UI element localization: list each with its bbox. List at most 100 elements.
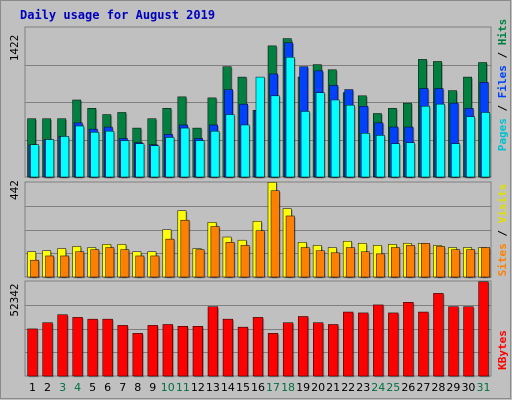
sites-bar (135, 255, 145, 278)
pages-bar (375, 135, 385, 178)
x-tick-label: 3 (59, 381, 66, 394)
x-tick-label: 30 (461, 381, 475, 394)
middle-ymax-label: 442 (8, 180, 21, 200)
sites-bar (225, 242, 235, 278)
x-tick-label: 24 (371, 381, 385, 394)
pages-bar (90, 131, 100, 178)
kbytes-bar (117, 325, 128, 377)
pages-bar (240, 124, 250, 178)
kbytes-bar (388, 312, 399, 377)
legend-sites: Sites (496, 243, 509, 276)
sites-bar (451, 249, 460, 278)
pages-bar (255, 76, 265, 178)
pages-bar (421, 105, 430, 178)
legend-separator: / (496, 45, 509, 65)
pages-bar (436, 103, 445, 178)
legend-separator: / (496, 223, 509, 243)
pages-bar (135, 143, 145, 178)
sites-bar (391, 247, 400, 278)
kbytes-bar (177, 326, 188, 377)
sites-bar (255, 230, 265, 278)
legend-bottom: KBytes (496, 330, 509, 370)
sites-bar (360, 251, 370, 278)
pages-bar (75, 125, 85, 178)
pages-bar (270, 95, 280, 178)
x-tick-label: 31 (476, 381, 490, 394)
pages-bar (105, 130, 115, 178)
kbytes-bar (358, 312, 369, 377)
sites-bar (60, 255, 70, 278)
kbytes-bar (237, 326, 249, 377)
kbytes-bar (207, 306, 219, 377)
x-tick-label: 22 (341, 381, 355, 394)
kbytes-bar (102, 318, 113, 377)
kbytes-bar (57, 314, 68, 377)
kbytes-bar (328, 324, 339, 377)
sites-bar (315, 250, 325, 278)
x-tick-label: 8 (134, 381, 141, 394)
pages-bar (150, 145, 160, 178)
sites-bar (90, 249, 100, 278)
kbytes-bar (312, 322, 324, 377)
kbytes-bar (418, 311, 429, 377)
kbytes-bar (267, 333, 279, 377)
sites-bar (105, 247, 115, 278)
pages-bar (406, 142, 415, 178)
legend-hits: Hits (496, 19, 509, 46)
pages-bar (60, 136, 70, 178)
sites-bar (330, 252, 340, 278)
bottom-ymax-label: 52342 (8, 283, 21, 316)
kbytes-bar (27, 328, 38, 377)
x-tick-label: 4 (74, 381, 81, 394)
pages-bar (180, 127, 190, 178)
kbytes-bar (162, 324, 173, 377)
sites-bar (240, 245, 250, 278)
pages-bar (330, 99, 340, 178)
sites-bar (421, 243, 430, 278)
pages-bar (30, 144, 40, 178)
pages-bar (481, 112, 490, 178)
x-tick-label: 23 (356, 381, 370, 394)
kbytes-bar (297, 316, 309, 377)
sites-bar (45, 255, 55, 278)
pages-bar (466, 116, 475, 178)
pages-bar (210, 130, 220, 178)
pages-bar (300, 111, 310, 178)
kbytes-bar (87, 318, 98, 377)
sites-bar (210, 226, 220, 278)
kbytes-bar (478, 281, 489, 377)
x-tick-label: 15 (236, 381, 250, 394)
x-tick-label: 28 (431, 381, 445, 394)
kbytes-bar (222, 318, 234, 377)
sites-bar (180, 219, 190, 278)
x-tick-label: 18 (281, 381, 295, 394)
kbytes-bar (147, 325, 158, 377)
legend-separator: / (496, 98, 509, 118)
sites-bar (120, 249, 130, 278)
x-tick-label: 6 (104, 381, 111, 394)
legend-kbytes: KBytes (496, 330, 509, 370)
kbytes-bar (343, 311, 354, 377)
x-tick-label: 21 (326, 381, 340, 394)
x-tick-label: 9 (149, 381, 156, 394)
pages-bar (345, 104, 355, 178)
x-tick-label: 25 (386, 381, 400, 394)
sites-bar (375, 253, 385, 278)
x-tick-label: 27 (416, 381, 430, 394)
kbytes-bar (448, 306, 459, 377)
chart-title: Daily usage for August 2019 (20, 8, 215, 22)
x-tick-label: 13 (206, 381, 220, 394)
sites-bar (195, 249, 205, 278)
x-tick-label: 26 (401, 381, 415, 394)
x-tick-label: 12 (191, 381, 205, 394)
pages-bar (285, 57, 295, 178)
pages-bar (315, 92, 325, 178)
pages-bar (45, 139, 55, 178)
x-tick-label: 1 (29, 381, 36, 394)
pages-bar (391, 143, 400, 178)
x-tick-label: 5 (89, 381, 96, 394)
sites-bar (436, 246, 445, 278)
pages-bar (165, 137, 175, 178)
